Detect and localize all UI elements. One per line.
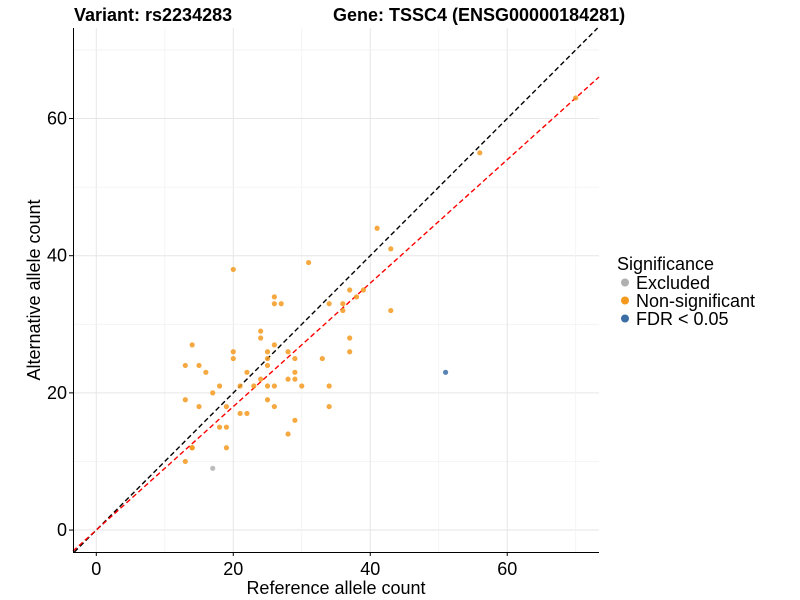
data-point xyxy=(258,335,264,341)
data-point xyxy=(210,465,216,471)
data-point xyxy=(388,307,394,314)
data-point xyxy=(360,287,366,293)
y-tick-label: 20 xyxy=(47,383,67,403)
reference-lines xyxy=(72,27,600,553)
data-point xyxy=(182,362,188,369)
data-point xyxy=(230,349,236,355)
data-point xyxy=(573,95,579,101)
data-point xyxy=(292,369,298,375)
x-axis-title: Reference allele count xyxy=(246,578,425,598)
legend-key xyxy=(621,296,629,305)
data-point xyxy=(196,403,202,410)
data-point xyxy=(326,383,332,389)
data-point xyxy=(326,301,332,307)
y-tick-label: 60 xyxy=(47,109,67,129)
chart-title-variant: Variant: rs2234283 xyxy=(74,5,232,25)
data-point xyxy=(477,150,483,156)
data-points xyxy=(182,95,579,471)
data-point xyxy=(264,397,271,403)
legend-label: Excluded xyxy=(636,273,710,293)
data-point xyxy=(292,376,298,382)
data-point xyxy=(326,403,332,410)
data-point xyxy=(271,383,277,389)
data-point xyxy=(292,355,298,362)
data-point xyxy=(237,410,243,417)
data-point xyxy=(230,355,236,362)
data-point xyxy=(223,445,230,451)
data-point xyxy=(258,376,264,382)
plot-grid xyxy=(73,28,599,552)
data-point xyxy=(271,301,277,307)
y-axis-ticks: 0 20 40 60 xyxy=(47,109,73,540)
legend-key xyxy=(621,314,629,323)
data-point xyxy=(244,369,250,375)
data-point xyxy=(285,376,291,382)
data-point xyxy=(223,424,230,430)
data-point xyxy=(189,342,195,348)
data-point xyxy=(258,328,264,334)
data-point xyxy=(347,349,353,355)
x-axis-ticks: 0 20 40 60 xyxy=(91,552,517,579)
reference-line-identity xyxy=(73,27,599,553)
data-point xyxy=(210,390,216,396)
data-point xyxy=(216,383,223,389)
data-point xyxy=(347,335,353,341)
chart-title-gene: Gene: TSSC4 (ENSG00000184281) xyxy=(333,5,625,25)
data-point xyxy=(271,403,277,410)
data-point xyxy=(340,307,346,314)
data-point xyxy=(264,355,271,362)
data-point xyxy=(353,294,360,300)
data-point xyxy=(285,431,291,437)
legend-key xyxy=(621,278,629,287)
data-point xyxy=(264,383,271,389)
data-point xyxy=(340,301,346,307)
y-axis-title: Alternative allele count xyxy=(24,199,44,380)
x-tick-label: 40 xyxy=(360,559,380,579)
data-point xyxy=(292,417,298,423)
data-point xyxy=(189,445,195,451)
data-point xyxy=(271,294,277,300)
legend-label: FDR < 0.05 xyxy=(636,309,729,329)
data-point xyxy=(278,301,284,307)
data-point xyxy=(216,424,223,430)
data-point xyxy=(374,225,380,231)
data-point xyxy=(223,403,230,410)
legend-title: Significance xyxy=(617,254,714,274)
data-point xyxy=(251,383,257,389)
data-point xyxy=(182,397,188,403)
data-point xyxy=(388,246,394,252)
data-point xyxy=(182,458,188,465)
x-tick-label: 0 xyxy=(91,559,101,579)
data-point xyxy=(264,362,271,369)
data-point xyxy=(230,266,236,273)
data-point xyxy=(196,362,202,369)
legend-label: Non-significant xyxy=(636,291,755,311)
data-point xyxy=(271,342,277,348)
data-point xyxy=(306,259,312,266)
y-tick-label: 0 xyxy=(57,520,67,540)
reference-line-fit xyxy=(72,76,600,552)
y-tick-label: 40 xyxy=(47,246,67,266)
data-point xyxy=(319,355,325,362)
data-point xyxy=(299,383,305,389)
x-tick-label: 20 xyxy=(223,559,243,579)
x-tick-label: 60 xyxy=(497,559,517,579)
data-point xyxy=(264,349,271,355)
data-point xyxy=(442,369,449,375)
data-point xyxy=(237,383,243,389)
data-point xyxy=(347,287,353,293)
data-point xyxy=(244,410,250,417)
data-point xyxy=(203,369,209,375)
legend: Significance ExcludedNon-significantFDR … xyxy=(617,254,755,329)
data-point xyxy=(285,349,291,355)
